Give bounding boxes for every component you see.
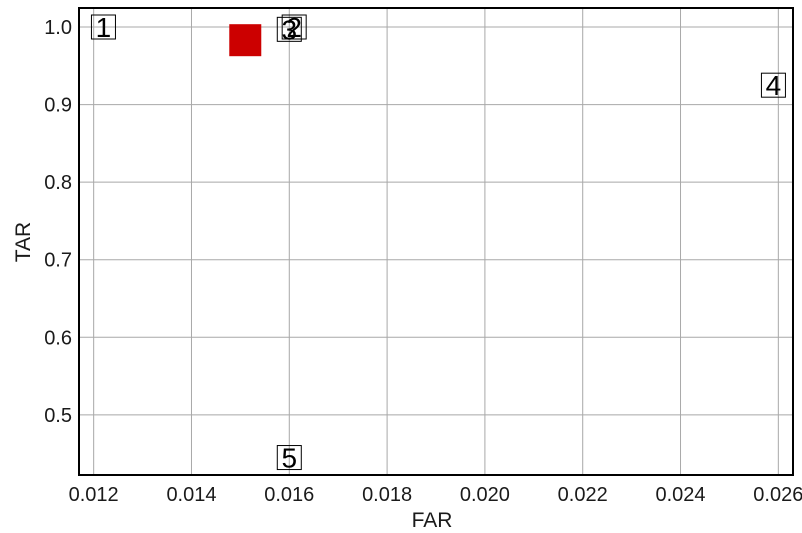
x-tick-labels: 0.012 0.014 0.016 0.018 0.020 0.022 0.024 0.026 — [69, 484, 802, 506]
plot-frame — [78, 7, 794, 476]
y-tick-label: 0.7 — [44, 250, 72, 272]
point-4: 4 — [760, 70, 786, 101]
y-tick-label: 1.0 — [44, 17, 72, 39]
point-2: 2 — [281, 12, 307, 43]
grid-lines — [79, 8, 793, 475]
point-label: 2 — [286, 12, 302, 43]
point-label-box — [276, 16, 302, 42]
point-label: 4 — [766, 70, 782, 101]
y-axis-title: TAR — [12, 222, 35, 262]
y-tick-label: 0.8 — [44, 172, 72, 194]
x-tick-label: 0.022 — [558, 484, 608, 506]
x-tick-label: 0.020 — [460, 484, 510, 506]
point-3: 3 — [276, 14, 302, 45]
x-tick-label: 0.012 — [69, 484, 119, 506]
highlight-layer — [229, 24, 262, 57]
point-label: 3 — [281, 14, 297, 45]
point-label-box — [281, 14, 307, 40]
x-tick-label: 0.018 — [362, 484, 412, 506]
point-label: 5 — [281, 443, 297, 474]
point-label: 1 — [96, 12, 112, 43]
y-tick-labels: 1.0 0.9 0.8 0.7 0.6 0.5 — [44, 17, 72, 427]
y-tick-label: 0.6 — [44, 327, 72, 349]
x-tick-label: 0.024 — [655, 484, 705, 506]
x-tick-label: 0.014 — [166, 484, 216, 506]
x-tick-label: 0.016 — [264, 484, 314, 506]
point-5: 5 — [276, 443, 302, 474]
highlight-marker — [229, 24, 262, 57]
x-axis-title: FAR — [412, 509, 453, 532]
y-tick-label: 0.5 — [44, 405, 72, 427]
x-tick-label: 0.026 — [753, 484, 802, 506]
point-label-box — [276, 445, 302, 471]
y-tick-label: 0.9 — [44, 95, 72, 117]
point-1: 1 — [90, 12, 116, 43]
point-label-box — [760, 72, 786, 98]
point-label-box — [90, 14, 116, 40]
